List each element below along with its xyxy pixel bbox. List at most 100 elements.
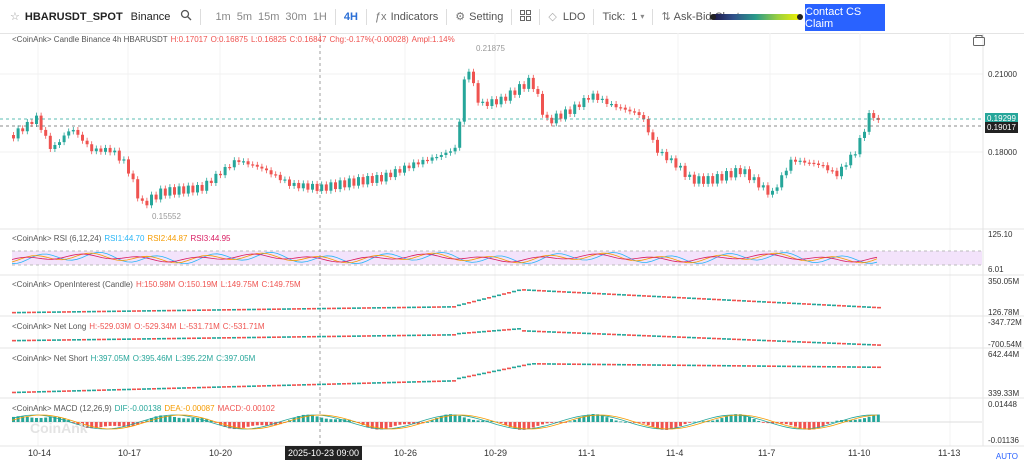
macd-bar	[232, 422, 236, 430]
divider	[446, 8, 448, 25]
series-step	[277, 384, 281, 387]
search-icon[interactable]	[180, 9, 192, 24]
exchange-name[interactable]: Binance	[130, 10, 171, 23]
macd-bar	[642, 422, 646, 424]
slider-handle-right[interactable]	[797, 14, 803, 20]
macd-bar	[274, 422, 278, 426]
series-step	[847, 343, 851, 345]
cluster-icon[interactable]: ⇅	[661, 11, 671, 23]
series-step	[702, 298, 706, 300]
series-step	[242, 336, 246, 339]
series-step	[797, 302, 801, 305]
series-step	[782, 302, 786, 304]
series-step	[122, 338, 126, 340]
series-step	[132, 388, 136, 391]
series-step	[282, 336, 286, 338]
macd-bar	[76, 422, 80, 425]
rsi-line	[11, 252, 878, 264]
candle	[660, 151, 664, 154]
macd-bar	[614, 420, 618, 422]
series-step	[387, 306, 391, 309]
series-step	[787, 302, 791, 304]
timeframe-4h[interactable]: 4H	[343, 10, 358, 23]
timeframe-15m[interactable]: 15m	[258, 10, 280, 23]
candle	[872, 113, 876, 118]
auto-scale-button[interactable]: AUTO	[995, 452, 1018, 461]
series-step	[412, 381, 416, 383]
series-step	[402, 381, 406, 383]
candle	[274, 174, 278, 176]
series-step	[572, 291, 576, 294]
symbol-name[interactable]: HBARUSDT_SPOT	[24, 10, 123, 23]
series-step	[542, 290, 546, 292]
candle	[283, 179, 287, 181]
macd-bar	[301, 414, 305, 422]
candle	[734, 168, 738, 178]
macd-bar	[375, 422, 379, 430]
nl-low: L:-531.71M	[179, 322, 220, 331]
series-step	[737, 299, 741, 302]
series-step	[742, 300, 746, 302]
indicators-icon[interactable]: ƒx	[374, 10, 387, 23]
series-step	[602, 333, 606, 335]
drop-icon[interactable]: ◇	[548, 11, 557, 23]
series-step	[347, 382, 351, 385]
series-step	[562, 331, 566, 334]
series-step	[532, 363, 536, 365]
series-step	[607, 333, 611, 336]
macd-bar	[674, 422, 678, 428]
indicators-button[interactable]: Indicators	[390, 10, 439, 23]
candle	[591, 93, 595, 100]
series-step	[597, 333, 601, 335]
timeframe-1h[interactable]: 1H	[312, 10, 327, 23]
series-step	[297, 336, 301, 338]
candle	[697, 176, 701, 184]
series-step	[192, 309, 196, 312]
series-step	[292, 336, 296, 338]
series-step	[182, 309, 186, 312]
series-step	[412, 306, 416, 309]
gear-icon[interactable]: ⚙	[455, 11, 466, 23]
contact-cs-button[interactable]: Contact CS Claim	[805, 4, 885, 31]
ldo-button[interactable]: LDO	[562, 10, 586, 23]
series-step	[177, 309, 181, 312]
macd-bar	[71, 422, 75, 423]
series-step	[492, 330, 496, 332]
tick-select[interactable]: 1	[631, 10, 638, 23]
open-interest-pane	[12, 289, 881, 314]
camera-icon[interactable]	[973, 33, 985, 51]
series-step	[42, 311, 46, 314]
macd-bar	[876, 414, 880, 422]
candle	[771, 190, 774, 195]
slider-handle-left[interactable]	[710, 14, 716, 20]
axis-nl-top: -347.72M	[988, 318, 1022, 327]
net-short-pane	[12, 363, 881, 394]
macd-bar	[324, 418, 328, 422]
macd-bar	[159, 415, 163, 422]
macd-bar	[311, 415, 314, 422]
candle	[159, 188, 163, 200]
candle	[780, 175, 784, 188]
heatmap-slider[interactable]	[711, 14, 800, 20]
series-step	[147, 338, 151, 340]
series-step	[612, 293, 616, 296]
star-icon[interactable]: ☆	[10, 11, 20, 23]
timeframe-1m[interactable]: 1m	[215, 10, 231, 23]
candle	[343, 180, 347, 188]
series-step	[207, 337, 211, 339]
setting-button[interactable]: Setting	[469, 10, 504, 23]
net-short-legend: <CoinAnk> Net Short H:397.05M O:395.46M L:3…	[12, 354, 258, 363]
series-step	[822, 342, 826, 344]
series-step	[362, 382, 366, 385]
series-step	[157, 387, 161, 390]
timeframe-30m[interactable]: 30m	[285, 10, 307, 23]
candle	[113, 150, 117, 153]
chevron-down-icon[interactable]: ▾	[640, 12, 645, 21]
candle	[513, 90, 517, 95]
series-step	[842, 366, 846, 368]
candle	[789, 159, 793, 171]
layout-grid-icon[interactable]	[520, 9, 532, 24]
series-step	[207, 386, 211, 389]
timeframe-5m[interactable]: 5m	[236, 10, 252, 23]
